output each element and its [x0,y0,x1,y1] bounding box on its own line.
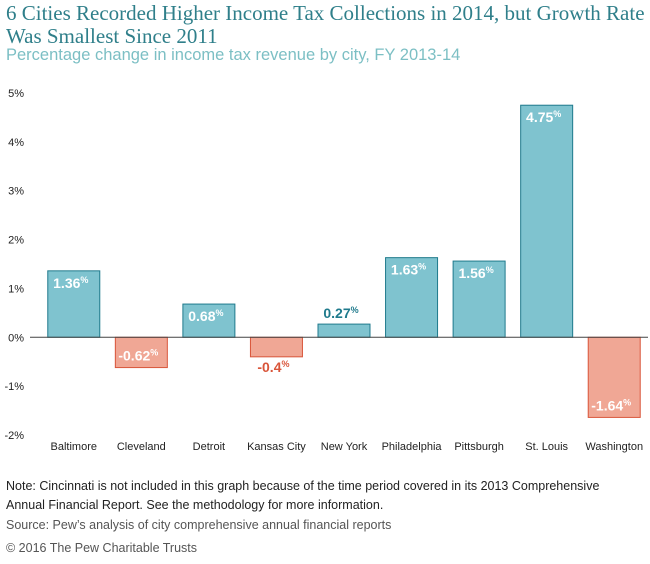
bar-baltimore [47,270,101,338]
chart-subtitle: Percentage change in income tax revenue … [6,46,461,64]
footnote: Note: Cincinnati is not included in this… [6,479,600,512]
copyright-line: © 2016 The Pew Charitable Trusts [6,541,198,555]
value-label: -1.64% [591,397,631,413]
value-label: -0.4% [257,359,289,375]
bar-kansas-city [249,336,303,358]
bar-new-york [317,323,371,338]
bar-detroit [182,303,236,338]
value-label: 1.56% [458,265,493,281]
x-tick-label: Baltimore [51,441,97,453]
value-label: 0.27% [323,305,358,321]
source-line: Source: Pew’s analysis of city comprehen… [6,518,392,532]
bar-cleveland [114,336,168,369]
bar-st-louis [520,104,574,338]
x-tick-label: Philadelphia [382,441,443,453]
y-tick-label: 5% [8,88,24,100]
y-tick-label: -1% [4,381,24,393]
x-tick-label: Detroit [193,441,225,453]
value-label: 1.36% [53,275,88,291]
x-tick-label: New York [321,441,368,453]
y-tick-label: 2% [8,235,24,247]
value-label: 4.75% [526,109,561,125]
x-tick-label: Pittsburgh [454,441,504,453]
y-tick-label: 4% [8,137,24,149]
x-tick-label: Kansas City [247,441,306,453]
bar-pittsburgh [452,260,506,338]
value-label: -0.62% [118,348,158,364]
y-tick-label: 3% [8,186,24,198]
y-tick-label: -2% [4,430,24,442]
x-tick-label: Cleveland [117,441,166,453]
y-tick-label: 0% [8,332,24,344]
y-tick-label: 1% [8,283,24,295]
chart-title: 6 Cities Recorded Higher Income Tax Coll… [6,1,645,48]
value-label: 1.63% [391,262,426,278]
x-tick-label: St. Louis [525,441,568,453]
value-label: 0.68% [188,308,223,324]
x-tick-label: Washington [585,441,643,453]
bar-chart: 5% 4% 3% 2% 1% 0% -1% -2% 1.36% -0.62% 0.68% -0.4%… [4,88,648,453]
bar-philadelphia [385,257,439,338]
